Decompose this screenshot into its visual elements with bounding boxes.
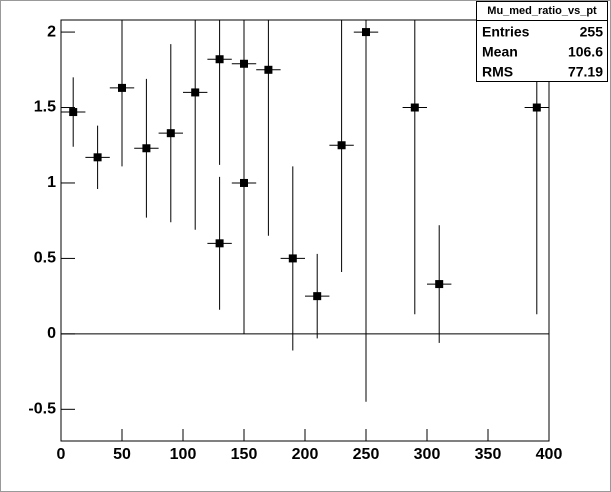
y-tick-label: 0.5 <box>34 250 56 267</box>
x-tick-label: 150 <box>231 446 258 463</box>
marker <box>142 144 151 153</box>
y-tick-label: 1 <box>47 174 56 191</box>
plot-frame <box>60 19 550 442</box>
y-tick-label: -0.5 <box>28 401 56 418</box>
x-tick-label: 400 <box>536 446 563 463</box>
x-tick-label: 350 <box>475 446 502 463</box>
stats-label: Entries <box>482 24 530 40</box>
x-tick-label: 200 <box>292 446 319 463</box>
stats-value: 77.19 <box>568 64 603 80</box>
stats-frame <box>476 1 608 82</box>
marker <box>215 55 224 64</box>
stats-label: Mean <box>482 44 518 60</box>
stats-value: 255 <box>580 24 604 40</box>
stats-title: Mu_med_ratio_vs_pt <box>487 5 597 17</box>
y-tick-label: 2 <box>47 23 56 40</box>
marker <box>118 83 126 92</box>
marker <box>191 88 200 97</box>
marker <box>362 28 370 37</box>
marker <box>93 153 102 162</box>
marker <box>337 141 346 150</box>
x-tick-label: 300 <box>414 446 441 463</box>
stats-label: RMS <box>482 64 513 80</box>
x-tick-label: 0 <box>57 446 66 463</box>
x-tick-label: 50 <box>113 446 131 463</box>
x-tick-label: 100 <box>170 446 197 463</box>
marker <box>166 129 175 138</box>
marker <box>288 254 297 263</box>
plot-area <box>61 20 549 402</box>
stats-value: 106.6 <box>568 44 603 60</box>
marker <box>313 292 322 301</box>
y-tick-label: 1.5 <box>34 99 56 116</box>
x-tick-label: 250 <box>353 446 380 463</box>
marker <box>69 108 78 117</box>
marker <box>240 178 248 187</box>
marker <box>215 239 224 248</box>
y-tick-label: 0 <box>47 325 56 342</box>
marker <box>435 280 444 289</box>
stats-box: Mu_med_ratio_vs_pt Entries 255 Mean 106.6 RM… <box>476 1 608 82</box>
marker <box>410 103 419 112</box>
marker <box>532 103 541 112</box>
marker <box>264 65 273 74</box>
